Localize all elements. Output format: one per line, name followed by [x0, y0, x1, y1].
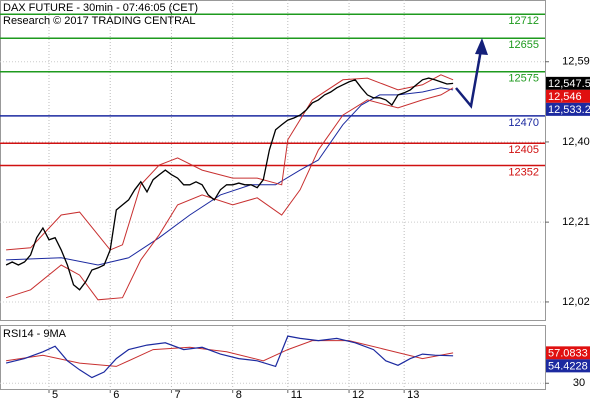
x-tick-label: 6 [113, 389, 119, 400]
x-tick-label: 8 [236, 389, 242, 400]
price-tag-label: 12,547.5 [548, 78, 590, 90]
level-label: 12470 [508, 117, 539, 129]
y-tick-label: 12,408 [562, 136, 590, 148]
price-tag [546, 76, 590, 90]
arrow-head [475, 38, 488, 55]
line [6, 87, 454, 266]
forecast-arrow [455, 38, 488, 109]
price-tag-label: 12,533.2 [548, 104, 590, 116]
x-tick-label: 13 [407, 389, 419, 400]
y-tick-label: 30 [573, 377, 585, 389]
line [6, 74, 454, 251]
line [5, 335, 454, 379]
chart-title: DAX FUTURE - 30min - 07:46:05 (CET) [3, 2, 198, 14]
y-tick-label: 12,027 [562, 296, 590, 308]
price-tag [546, 346, 590, 360]
level-label: 12712 [508, 15, 539, 27]
arrow-line [455, 43, 484, 109]
price-tag-label: 12,546 [548, 91, 582, 103]
x-tick-label: 11 [291, 389, 302, 400]
x-tick-label: 12 [352, 389, 364, 400]
line [5, 87, 454, 301]
line [5, 77, 454, 291]
level-label: 12575 [508, 73, 539, 85]
price-tag [546, 89, 590, 103]
rsi-title: RSI14 - 9MA [3, 328, 67, 340]
level-label: 12405 [508, 144, 539, 156]
chart-subtitle: Research © 2017 TRADING CENTRAL [3, 15, 196, 27]
price-tag [546, 359, 590, 373]
price-tag [546, 102, 590, 116]
y-tick-label: 12,599 [562, 56, 590, 68]
x-tick-label: 5 [52, 389, 58, 400]
rsi-panel [0, 325, 546, 390]
price-tag-label: 57.0833 [548, 347, 588, 359]
line [6, 340, 454, 367]
price-tag-label: 54.4228 [548, 360, 588, 372]
x-tick-label: 7 [174, 389, 180, 400]
level-label: 12352 [508, 166, 539, 178]
y-tick-label: 12,217 [562, 216, 590, 228]
level-label: 12655 [508, 39, 539, 51]
price-panel [0, 0, 546, 321]
